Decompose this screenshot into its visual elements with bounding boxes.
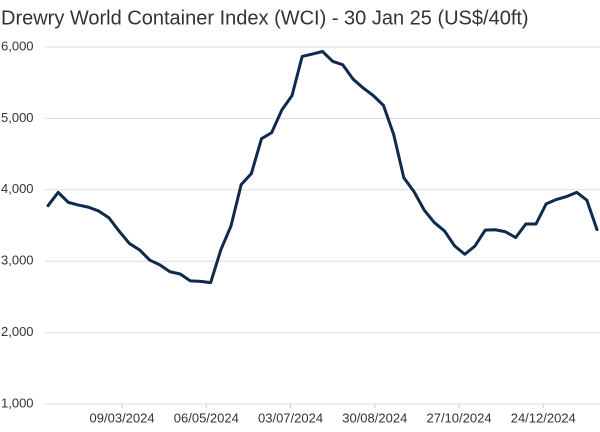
x-tick-label: 24/12/2024: [511, 410, 576, 425]
x-tick-label: 30/08/2024: [342, 410, 407, 425]
x-tick-label: 27/10/2024: [426, 410, 491, 425]
y-tick-label: 2,000: [1, 324, 34, 339]
y-tick-label: 4,000: [1, 181, 34, 196]
y-tick-label: 5,000: [1, 110, 34, 125]
x-tick-label: 03/07/2024: [258, 410, 323, 425]
y-tick-label: 6,000: [1, 38, 34, 53]
y-tick-label: 1,000: [1, 395, 34, 410]
x-tick-label: 06/05/2024: [174, 410, 239, 425]
chart-title: Drewry World Container Index (WCI) - 30 …: [1, 7, 529, 29]
x-tick-label: 09/03/2024: [90, 410, 155, 425]
y-tick-label: 3,000: [1, 253, 34, 268]
data-line: [46, 50, 599, 285]
